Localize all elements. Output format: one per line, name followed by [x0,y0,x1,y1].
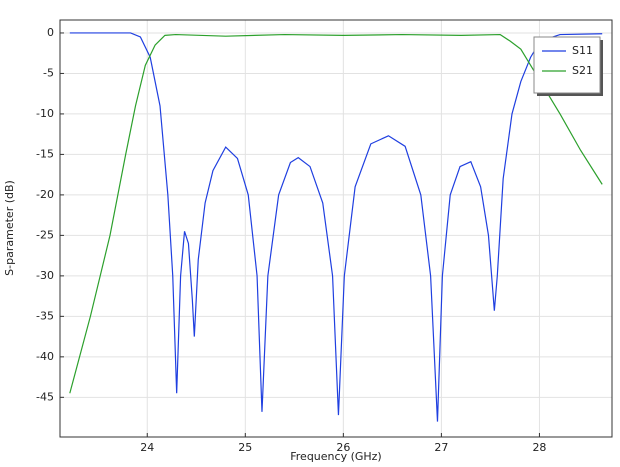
x-tick-label: 26 [336,441,350,454]
y-tick-label: -15 [36,147,54,160]
legend-label: S21 [572,64,593,77]
y-tick-label: -40 [36,350,54,363]
series-line [69,33,603,394]
x-tick-label: 25 [238,441,252,454]
y-tick-label: -20 [36,188,54,201]
legend-label: S11 [572,44,593,57]
y-tick-label: -10 [36,107,54,120]
y-tick-label: -35 [36,309,54,322]
series-line [69,32,603,422]
y-tick-label: -25 [36,228,54,241]
y-tick-label: -45 [36,390,54,403]
x-tick-label: 27 [434,441,448,454]
y-tick-label: 0 [47,26,54,39]
x-tick-label: 24 [140,441,154,454]
y-tick-label: -5 [43,66,54,79]
x-tick-label: 28 [532,441,546,454]
plot-frame [59,19,613,438]
y-tick-label: -30 [36,269,54,282]
y-axis-label: S-parameter (dB) [3,180,16,276]
legend-box [533,36,601,94]
x-axis-label: Frequency (GHz) [290,450,381,463]
